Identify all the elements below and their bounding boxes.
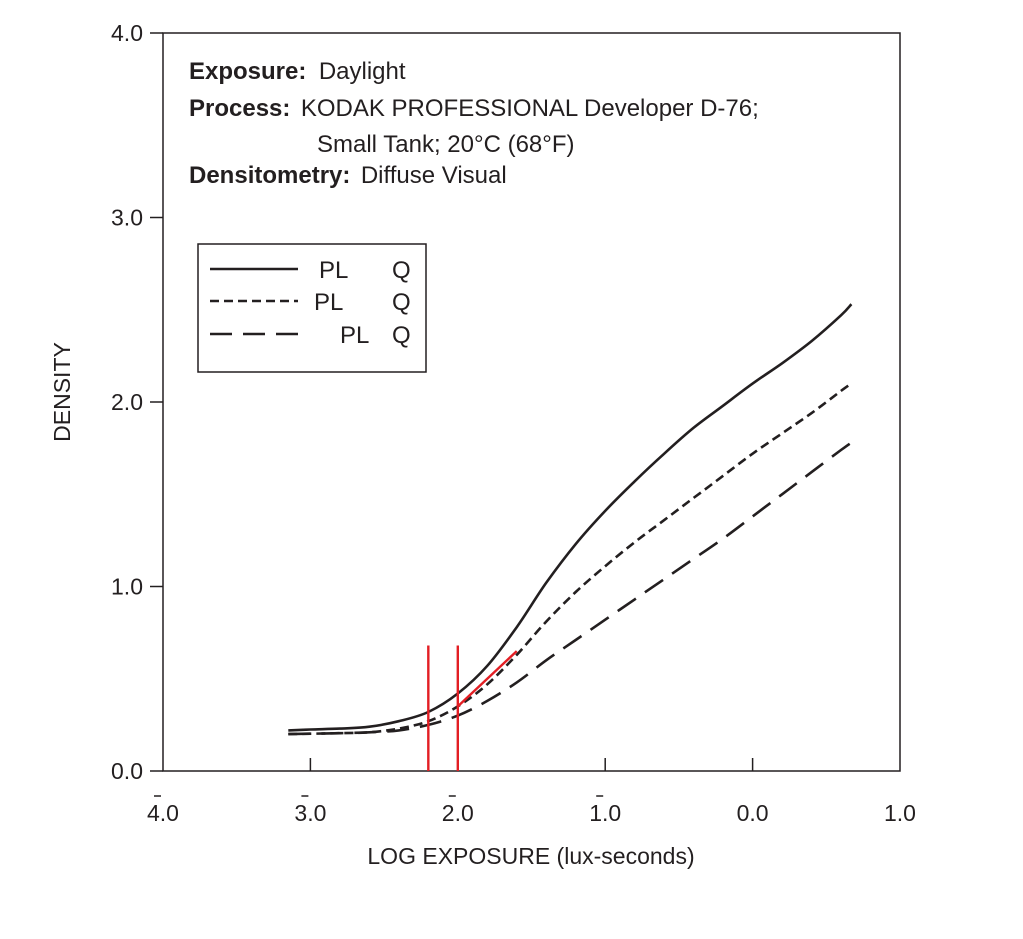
y-tick-label: 1.0 [111,574,143,600]
legend-label-short-dash: PL [314,289,343,316]
x-tick-label: 4.0 [147,800,179,826]
series-line-short-dash [288,382,853,736]
series-group [288,303,853,736]
legend-frame [197,243,427,373]
process-label: Process: [189,95,290,122]
series-line-solid [288,303,853,732]
y-tick-label: 0.0 [111,758,143,784]
y-tick-label: 3.0 [111,205,143,231]
process-value-1: KODAK PROFESSIONAL Developer D-76; [301,95,759,122]
legend-label-long-dash: PL [340,322,369,349]
annotation-group [427,645,518,771]
info-box: Exposure: Daylight Process: KODAK PROFES… [189,58,759,189]
y-tick-label: 4.0 [111,20,143,46]
x-tick-label: 1.0 [589,800,621,826]
legend-suffix-short-dash: Q [392,289,411,316]
densitometry-label: Densitometry: [189,162,350,189]
densitometry-value: Diffuse Visual [361,162,507,189]
legend-label-solid: PL [319,257,348,284]
legend-suffix-solid: Q [392,257,411,284]
x-axis: 4.0 3.0 2.0 1.0 0.0 1.0 [147,758,916,826]
densitometry-line: Densitometry: Diffuse Visual [189,162,507,189]
exposure-label: Exposure: [189,58,306,85]
x-tick-label: 3.0 [294,800,326,826]
y-axis-title: DENSITY [49,342,75,442]
x-tick-label: 2.0 [442,800,474,826]
legend: PL Q PL Q PL Q [197,243,427,373]
process-value-2: Small Tank; 20°C (68°F) [317,131,575,158]
legend-suffix-long-dash: Q [392,322,411,349]
y-tick-label: 2.0 [111,389,143,415]
y-axis: 0.0 1.0 2.0 3.0 4.0 [111,20,163,784]
x-tick-label: 1.0 [884,800,916,826]
process-line: Process: KODAK PROFESSIONAL Developer D-… [189,95,759,122]
exposure-line: Exposure: Daylight [189,58,406,85]
x-tick-label: 0.0 [737,800,769,826]
series-line-long-dash [288,441,853,736]
exposure-value: Daylight [319,58,406,85]
x-axis-title: LOG EXPOSURE (lux-seconds) [367,843,694,869]
annotation-gradient-segment [456,650,518,708]
